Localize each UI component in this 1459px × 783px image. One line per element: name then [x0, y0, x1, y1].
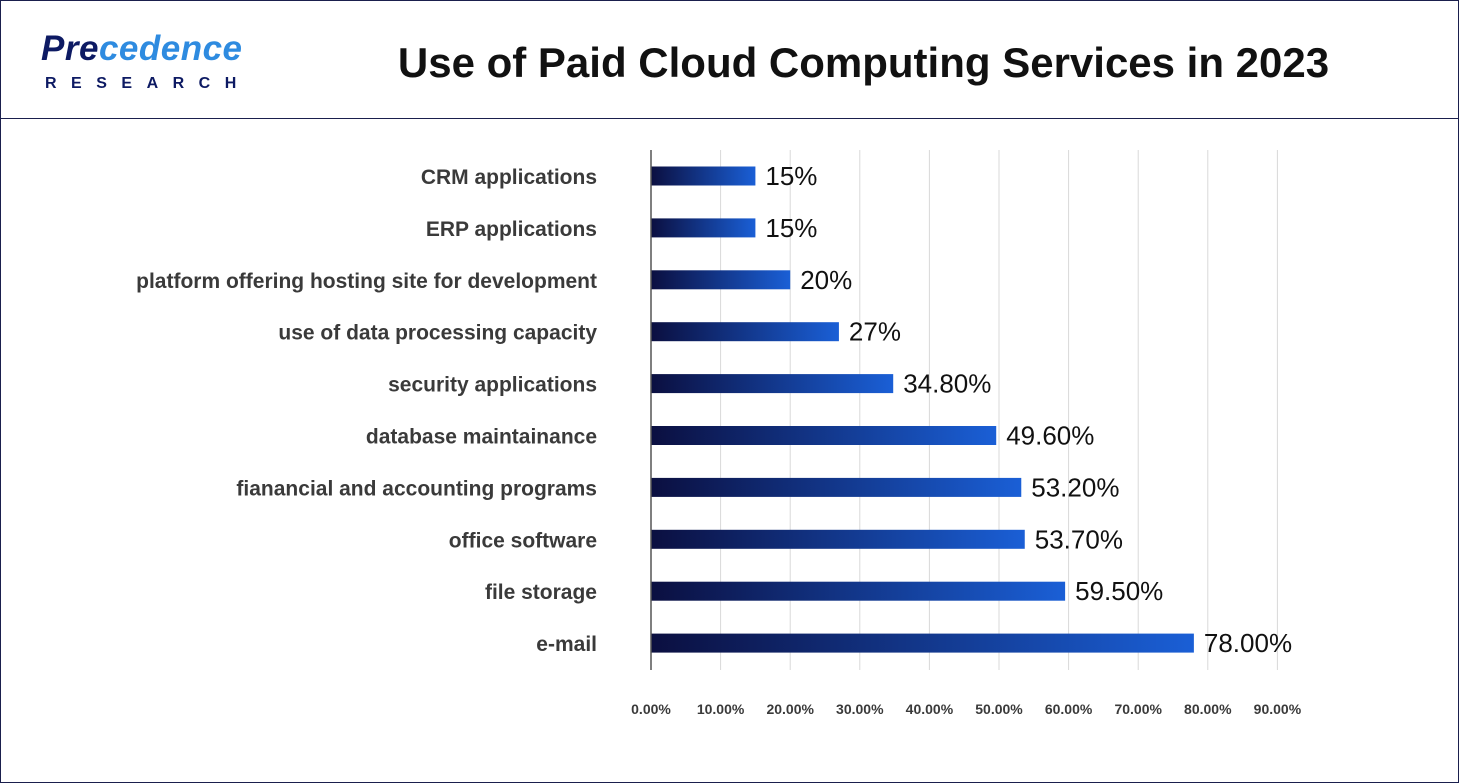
bar — [651, 218, 756, 238]
category-label: security applications — [388, 374, 597, 397]
category-label: office software — [449, 529, 597, 552]
category-label: use of data processing capacity — [278, 322, 597, 345]
data-label: 78.00% — [1204, 628, 1292, 658]
bar — [651, 270, 791, 290]
bar — [651, 166, 756, 186]
logo-wordmark: Precedence — [41, 29, 243, 69]
bars — [651, 166, 1194, 653]
x-tick-label: 80.00% — [1184, 701, 1232, 717]
x-tick-label: 30.00% — [836, 701, 884, 717]
data-label: 15% — [765, 213, 817, 243]
bar-chart: 0.00% 10.00% 20.00% 30.00% 40.00% 50.00% 60.00… — [136, 150, 1302, 717]
category-label: file storage — [485, 581, 597, 604]
logo-word-accent: cedence — [98, 29, 243, 68]
x-tick-label: 50.00% — [975, 701, 1023, 717]
chart-title: Use of Paid Cloud Computing Services in … — [397, 39, 1330, 86]
bar — [651, 477, 1022, 497]
category-label: fianancial and accounting programs — [236, 477, 597, 500]
bar — [651, 633, 1194, 653]
header: Precedence RESEARCH Use of Paid Cloud Co… — [1, 1, 1458, 119]
category-label: e-mail — [536, 633, 597, 656]
data-label: 59.50% — [1075, 576, 1163, 606]
category-label: database maintainance — [366, 426, 597, 449]
x-tick-label: 20.00% — [766, 701, 814, 717]
bar — [651, 529, 1025, 549]
logo-subtitle: RESEARCH — [45, 75, 251, 92]
data-label: 53.70% — [1035, 524, 1123, 554]
category-label: CRM applications — [421, 166, 597, 189]
data-label: 53.20% — [1031, 472, 1119, 502]
x-tick-label: 0.00% — [631, 701, 671, 717]
x-tick-label: 90.00% — [1254, 701, 1302, 717]
bar — [651, 426, 997, 445]
bar — [651, 374, 894, 394]
data-label: 15% — [765, 161, 817, 191]
x-tick-label: 60.00% — [1045, 701, 1093, 717]
x-tick-label: 10.00% — [697, 701, 745, 717]
category-label: platform offering hosting site for devel… — [136, 270, 597, 293]
x-tick-label: 70.00% — [1114, 701, 1162, 717]
labels: 0.00% 10.00% 20.00% 30.00% 40.00% 50.00% 60.00… — [136, 161, 1302, 717]
x-tick-label: 40.00% — [906, 701, 954, 717]
data-label: 20% — [800, 265, 852, 295]
bar — [651, 322, 839, 342]
logo-word-main: Pre — [41, 29, 99, 68]
data-label: 34.80% — [903, 369, 991, 399]
bar — [651, 581, 1066, 601]
brand-logo: Precedence RESEARCH — [41, 29, 271, 99]
data-label: 27% — [849, 317, 901, 347]
category-label: ERP applications — [426, 218, 597, 241]
data-label: 49.60% — [1006, 421, 1094, 451]
